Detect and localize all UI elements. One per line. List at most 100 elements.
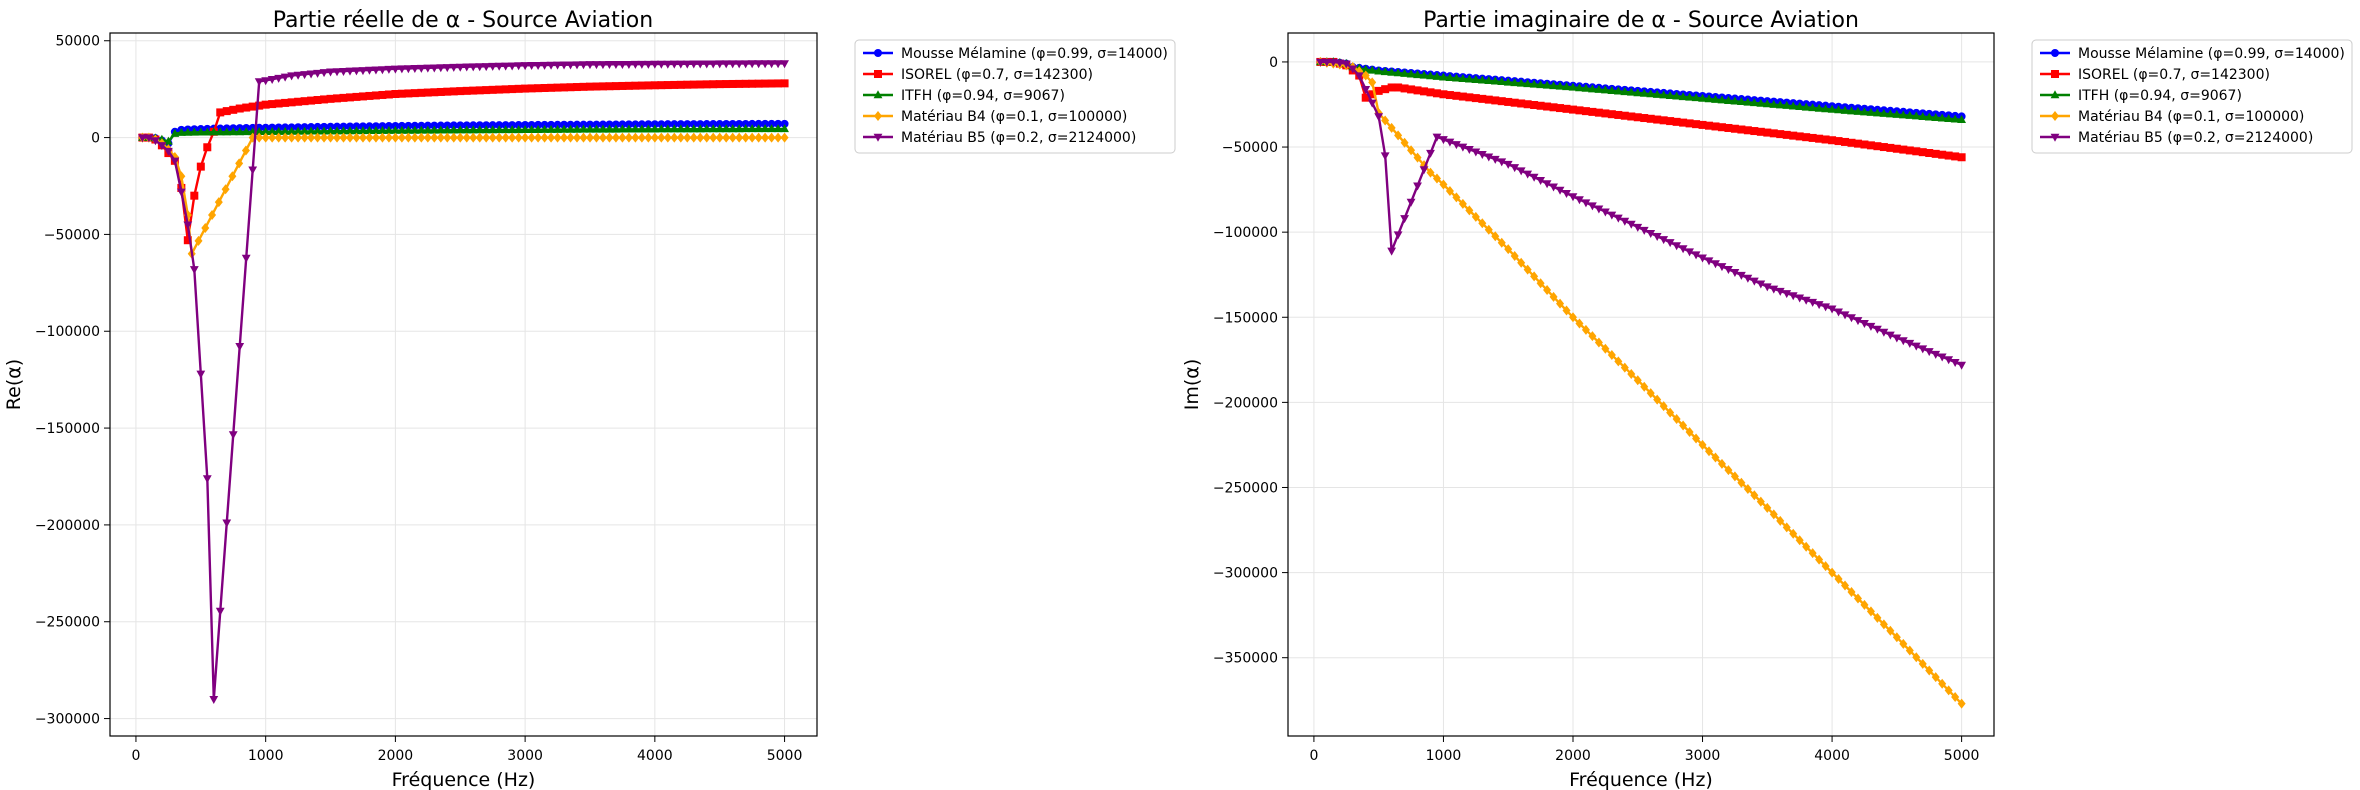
data-point [748, 79, 757, 88]
data-point [1957, 361, 1967, 370]
data-point [241, 145, 250, 156]
legend-marker [874, 70, 882, 78]
data-point [748, 119, 757, 128]
data-point [1484, 153, 1494, 162]
data-point [1924, 112, 1934, 121]
data-point [1490, 155, 1500, 164]
data-point [1620, 111, 1629, 120]
data-point [1471, 148, 1481, 157]
legend-marker [873, 90, 883, 99]
data-point [1873, 142, 1882, 151]
data-point [644, 81, 653, 90]
data-point [1672, 414, 1681, 425]
legend-label: Matériau B4 (φ=0.1, σ=100000) [2078, 109, 2304, 125]
data-point [320, 95, 329, 104]
data-point [326, 126, 335, 135]
data-point [696, 120, 705, 129]
data-point [514, 125, 524, 134]
data-point [696, 132, 705, 143]
data-point [1795, 102, 1805, 111]
data-point [1588, 84, 1597, 93]
data-point [1853, 317, 1863, 326]
data-point [598, 120, 607, 129]
series-B4 [1316, 56, 1966, 709]
y-tick-label: 0 [91, 131, 100, 147]
data-point [144, 134, 154, 143]
data-point [611, 82, 620, 91]
data-point [1484, 95, 1493, 104]
data-point [1905, 645, 1914, 656]
data-point [1594, 337, 1603, 348]
data-point [1523, 100, 1532, 109]
data-point [300, 132, 309, 143]
data-point [553, 124, 562, 133]
data-point [1413, 86, 1422, 95]
data-point [397, 65, 407, 74]
data-point [507, 62, 517, 71]
data-point [358, 126, 368, 135]
data-point [287, 72, 297, 81]
data-point [1898, 110, 1908, 119]
data-point [280, 126, 290, 135]
y-tick-label: −100000 [1213, 225, 1278, 241]
data-point [527, 124, 537, 133]
data-point [527, 62, 537, 71]
data-point [579, 120, 588, 129]
data-point [216, 108, 225, 117]
data-point [1937, 113, 1947, 122]
data-point [1381, 85, 1390, 94]
legend: Mousse Mélamine (φ=0.99, σ=14000) ISOREL … [2031, 39, 2353, 154]
data-point [222, 519, 232, 528]
data-point [767, 132, 776, 143]
data-point [1458, 73, 1468, 82]
data-point [741, 79, 750, 88]
data-point [1497, 77, 1507, 86]
data-point [475, 125, 485, 134]
data-point [540, 84, 549, 93]
data-point [1808, 548, 1817, 559]
data-point [1452, 73, 1461, 82]
data-point [1639, 226, 1649, 235]
data-point [1380, 67, 1390, 76]
series-Mousse [138, 119, 789, 148]
data-point [715, 60, 725, 69]
data-point [1749, 277, 1759, 286]
data-point [455, 125, 465, 134]
data-point [1879, 328, 1889, 337]
data-point [378, 90, 387, 99]
data-point [403, 125, 413, 134]
data-point [397, 132, 406, 143]
data-point [1646, 89, 1656, 98]
data-point [553, 83, 562, 92]
data-point [1918, 345, 1928, 354]
data-point [1465, 205, 1474, 216]
data-point [462, 132, 471, 143]
data-point [1685, 119, 1694, 128]
data-point [728, 119, 737, 128]
data-point [1503, 77, 1513, 86]
data-point [683, 80, 692, 89]
data-point [1672, 91, 1682, 100]
data-point [1484, 224, 1493, 235]
data-point [417, 88, 426, 97]
data-point [1724, 266, 1733, 275]
data-point [1776, 515, 1785, 526]
data-point [1808, 298, 1818, 307]
data-point [1367, 65, 1377, 74]
data-point [715, 124, 725, 133]
data-point [553, 120, 562, 129]
data-point [1439, 179, 1448, 190]
data-point [1439, 136, 1448, 145]
data-point [1659, 90, 1669, 99]
data-point [228, 127, 238, 136]
data-point [533, 124, 543, 133]
data-point [1620, 362, 1629, 373]
data-point [1568, 312, 1577, 323]
data-point [1368, 77, 1377, 88]
data-point [1821, 135, 1830, 144]
data-point [1853, 139, 1862, 148]
data-point [261, 100, 270, 109]
x-axis-label: Fréquence (Hz) [392, 769, 536, 790]
data-point [1788, 101, 1798, 110]
data-point [1600, 208, 1610, 217]
